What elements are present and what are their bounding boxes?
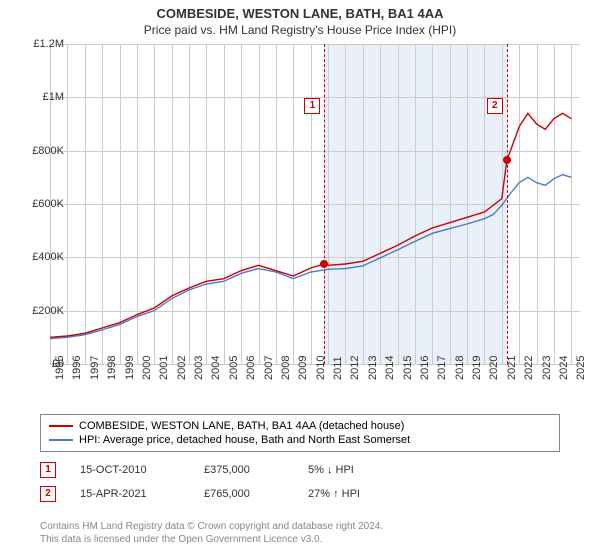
x-axis-label: 2008	[280, 356, 292, 380]
x-axis-label: 2011	[332, 356, 344, 380]
legend-label: HPI: Average price, detached house, Bath…	[79, 434, 410, 446]
sale-price: £375,000	[204, 464, 284, 476]
x-axis-label: 2025	[575, 356, 587, 380]
y-axis-label: £800K	[24, 145, 64, 157]
x-axis-label: 1997	[89, 356, 101, 380]
y-axis-label: £1.2M	[24, 38, 64, 50]
x-axis-label: 2024	[558, 356, 570, 380]
x-axis-label: 2002	[176, 356, 188, 380]
x-axis-label: 2023	[541, 356, 553, 380]
x-axis-label: 2017	[436, 356, 448, 380]
x-axis-label: 2001	[158, 356, 170, 380]
x-axis-label: 2012	[349, 356, 361, 380]
sales-table: 1 15-OCT-2010 £375,000 5% ↓ HPI 2 15-APR-2021…	[40, 458, 408, 506]
x-axis-label: 1996	[71, 356, 83, 380]
x-axis-label: 2019	[471, 356, 483, 380]
x-axis-label: 2021	[506, 356, 518, 380]
x-axis-label: 2000	[141, 356, 153, 380]
chart-container: COMBESIDE, WESTON LANE, BATH, BA1 4AA Pr…	[0, 0, 600, 560]
sale-row: 2 15-APR-2021 £765,000 27% ↑ HPI	[40, 482, 408, 506]
x-axis-label: 2003	[193, 356, 205, 380]
x-axis-label: 2014	[384, 356, 396, 380]
legend-label: COMBESIDE, WESTON LANE, BATH, BA1 4AA (d…	[79, 420, 404, 432]
sale-marker-line	[324, 44, 325, 364]
legend-item: HPI: Average price, detached house, Bath…	[49, 433, 551, 447]
x-axis-label: 2007	[263, 356, 275, 380]
x-axis-label: 2005	[228, 356, 240, 380]
x-axis-label: 2006	[245, 356, 257, 380]
sale-row: 1 15-OCT-2010 £375,000 5% ↓ HPI	[40, 458, 408, 482]
series-hpi	[50, 175, 571, 339]
x-axis-label: 2010	[315, 356, 327, 380]
x-axis-label: 2015	[402, 356, 414, 380]
sale-diff: 5% ↓ HPI	[308, 464, 408, 476]
sale-marker-box: 2	[487, 98, 503, 114]
footnote-line-1: Contains HM Land Registry data © Crown c…	[40, 520, 383, 533]
legend-swatch	[49, 439, 73, 441]
x-axis-label: 2020	[488, 356, 500, 380]
x-axis-label: 2018	[454, 356, 466, 380]
y-axis-label: £1M	[24, 91, 64, 103]
x-axis-label: 1998	[106, 356, 118, 380]
legend-swatch	[49, 425, 73, 427]
sale-date: 15-OCT-2010	[80, 464, 180, 476]
footnote: Contains HM Land Registry data © Crown c…	[40, 520, 383, 546]
x-axis-label: 2004	[210, 356, 222, 380]
sale-date: 15-APR-2021	[80, 488, 180, 500]
sale-price: £765,000	[204, 488, 284, 500]
x-axis-label: 1995	[54, 356, 66, 380]
legend-item: COMBESIDE, WESTON LANE, BATH, BA1 4AA (d…	[49, 419, 551, 433]
y-axis-label: £600K	[24, 198, 64, 210]
x-axis-label: 2009	[297, 356, 309, 380]
series-property	[50, 113, 571, 337]
plot-area: 12	[50, 44, 580, 364]
sale-diff: 27% ↑ HPI	[308, 488, 408, 500]
footnote-line-2: This data is licensed under the Open Gov…	[40, 533, 383, 546]
legend: COMBESIDE, WESTON LANE, BATH, BA1 4AA (d…	[40, 414, 560, 452]
y-axis-label: £200K	[24, 305, 64, 317]
sale-marker-box: 1	[304, 98, 320, 114]
sale-point	[320, 260, 328, 268]
y-axis-label: £400K	[24, 251, 64, 263]
chart-subtitle: Price paid vs. HM Land Registry's House …	[0, 21, 600, 37]
x-axis-label: 1999	[124, 356, 136, 380]
sale-row-marker: 1	[40, 462, 56, 478]
chart-title: COMBESIDE, WESTON LANE, BATH, BA1 4AA	[0, 0, 600, 21]
sale-point	[503, 156, 511, 164]
x-axis-label: 2016	[419, 356, 431, 380]
x-axis-label: 2022	[523, 356, 535, 380]
sale-marker-line	[507, 44, 508, 364]
x-axis-label: 2013	[367, 356, 379, 380]
line-series	[50, 44, 580, 364]
sale-row-marker: 2	[40, 486, 56, 502]
